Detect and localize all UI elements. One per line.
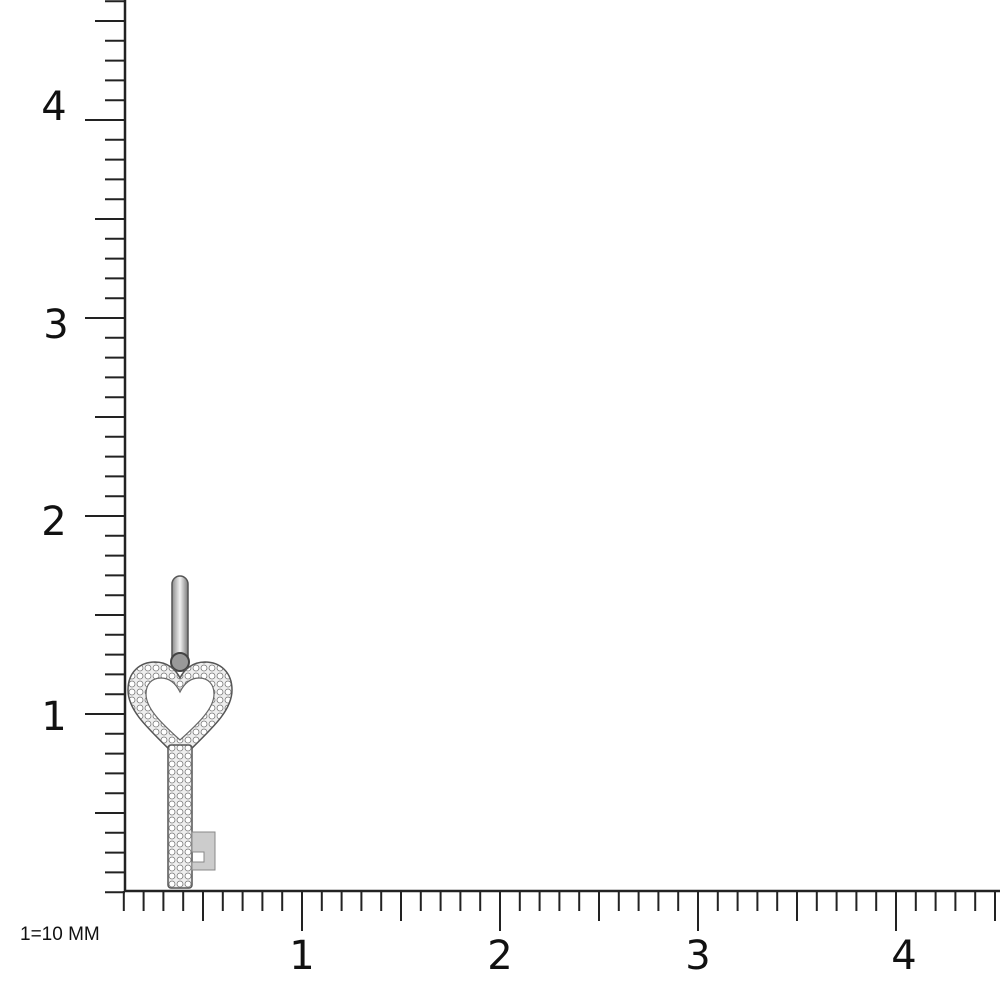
- key-bit: [191, 831, 216, 871]
- y-label-3: 3: [43, 302, 69, 348]
- y-label-1: 1: [41, 694, 67, 740]
- x-label-4: 4: [891, 933, 917, 979]
- scale-note: 1=10 MM: [20, 924, 100, 945]
- y-label-2: 2: [41, 499, 67, 545]
- x-label-3: 3: [685, 933, 711, 979]
- y-label-4: 4: [41, 84, 67, 130]
- key-shaft: [167, 744, 193, 889]
- x-label-2: 2: [487, 933, 513, 979]
- x-label-1: 1: [289, 933, 315, 979]
